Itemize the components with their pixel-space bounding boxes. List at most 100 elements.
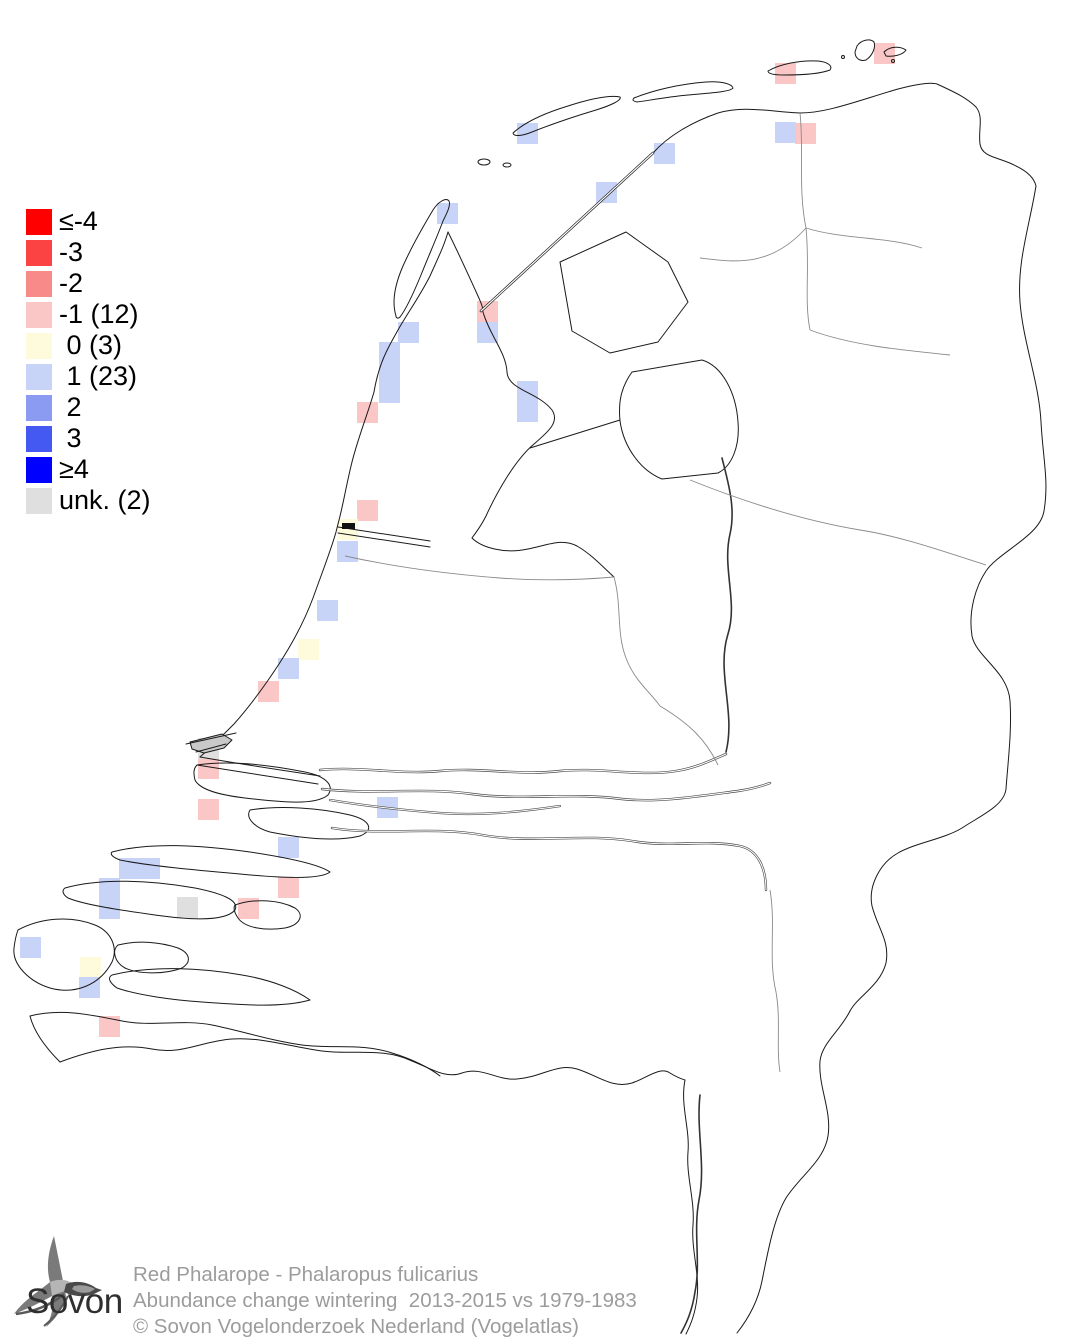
map-square-value-1 (437, 203, 458, 224)
legend-label: -2 (59, 268, 84, 298)
province-line (799, 112, 807, 229)
map-captions: Red Phalarope - Phalaropus fulicarius Ab… (133, 1262, 637, 1340)
border-limburg-west (683, 1079, 699, 1335)
island-hoeksche-waard (248, 807, 370, 840)
map-square-value-1 (119, 858, 140, 879)
sovon-logo-bird-icon (14, 1236, 102, 1327)
europoort-docks (189, 733, 233, 754)
province-line (613, 576, 661, 707)
map-square-value-1 (775, 122, 796, 143)
legend-swatch (26, 208, 52, 235)
coast-north (652, 82, 1037, 187)
legend-label: 2 (59, 392, 82, 422)
afsluitdijk (480, 152, 654, 312)
map-square-value--1 (238, 898, 259, 919)
border-limburg-east (736, 1010, 851, 1334)
islet-rottum (883, 46, 907, 57)
island-schiermonnikoog (854, 39, 875, 61)
nieuwe-waterweg (196, 764, 319, 785)
island-terschelling (632, 81, 734, 103)
islet-dot (841, 55, 845, 59)
legend-label: 1 (23) (59, 361, 138, 391)
map-square-value-1 (317, 600, 338, 621)
houtribdijk (529, 419, 621, 449)
province-line (344, 555, 615, 581)
map-square-value-unk (177, 897, 198, 918)
legend-label: -3 (59, 237, 84, 267)
legend-swatch (26, 301, 52, 328)
caption-subject: Abundance change wintering 2013-2015 vs … (133, 1289, 637, 1312)
ijmuiden-locks (342, 523, 355, 529)
caption-copyright: © Sovon Vogelonderzoek Nederland (Vogela… (133, 1315, 579, 1338)
province-line (805, 227, 923, 249)
hollands-diep (328, 798, 562, 816)
province-line (805, 227, 811, 331)
legend-swatch (26, 487, 52, 514)
island-tholen (233, 900, 301, 930)
map-square-value--1 (198, 799, 219, 820)
map-square-value--1 (99, 1016, 120, 1037)
legend-item--2: -2 (26, 268, 151, 299)
map-square-value-1 (517, 401, 538, 422)
ij-shore (471, 537, 615, 578)
footer: Sovon Red Phalarope - Phalaropus fulicar… (0, 1230, 1074, 1340)
legend-swatch (26, 363, 52, 390)
legend-item-le4: ≤-4 (26, 206, 151, 237)
map-square-value-1 (79, 977, 100, 998)
map-square-value--1 (357, 500, 378, 521)
island-voorne-putten (193, 762, 331, 803)
legend-label: ≥4 (59, 454, 89, 484)
legend-swatch (26, 239, 52, 266)
island-zuid-beveland (109, 968, 311, 1006)
map-square-value-1 (139, 858, 160, 879)
river-maas-limburg (680, 1094, 703, 1334)
coast-zvl-west (29, 1015, 61, 1063)
islet-noorderhaaks (477, 158, 491, 166)
river-maas (330, 826, 768, 892)
legend-item-1: 1 (23) (26, 361, 151, 392)
map-square-value--1 (278, 877, 299, 898)
map-square-value-1 (278, 658, 299, 679)
noordzeekanaal (337, 532, 431, 548)
legend-label: 3 (59, 423, 82, 453)
sovon-logo-text: Sovon (26, 1282, 123, 1321)
island-walcheren (13, 918, 115, 991)
map-square-value-1 (99, 878, 120, 899)
legend-item-ge4: ≥4 (26, 454, 151, 485)
island-vlieland (512, 96, 621, 136)
map-square-value-0 (298, 639, 319, 660)
noordzeekanaal (337, 526, 431, 542)
ijsselmeer-west-shore (471, 311, 556, 539)
coast-zeeuws-vlaanderen (29, 1011, 441, 1077)
province-line (659, 705, 719, 766)
legend-label: unk. (2) (59, 485, 151, 515)
polder-noordoostpolder (559, 231, 689, 354)
map-square-value-0 (80, 957, 101, 978)
legend-item-3: 3 (26, 423, 151, 454)
island-texel (393, 199, 450, 319)
river-lek (319, 753, 727, 774)
legend-item--1: -1 (12) (26, 299, 151, 330)
river-maas (331, 827, 767, 891)
coast-nh-east (447, 231, 484, 312)
province-line (769, 889, 781, 1073)
island-ameland (767, 60, 832, 76)
europoort-lines (185, 732, 237, 753)
legend-swatch (26, 332, 52, 359)
border-south (59, 1038, 686, 1085)
map-square-value-1 (596, 182, 617, 203)
map-square-value-1 (278, 837, 299, 858)
map-square-value-1 (654, 143, 675, 164)
legend-swatch (26, 394, 52, 421)
legend-item--3: -3 (26, 237, 151, 268)
province-line (699, 227, 807, 262)
hollands-diep (329, 799, 561, 815)
province-line (809, 329, 951, 356)
island-noord-beveland (114, 941, 189, 974)
map-square-value-1 (379, 342, 400, 363)
map-square-value-1 (379, 382, 400, 403)
map-square-value-1 (517, 381, 538, 402)
river-ijssel (721, 457, 733, 753)
map-square-value--1 (795, 123, 816, 144)
